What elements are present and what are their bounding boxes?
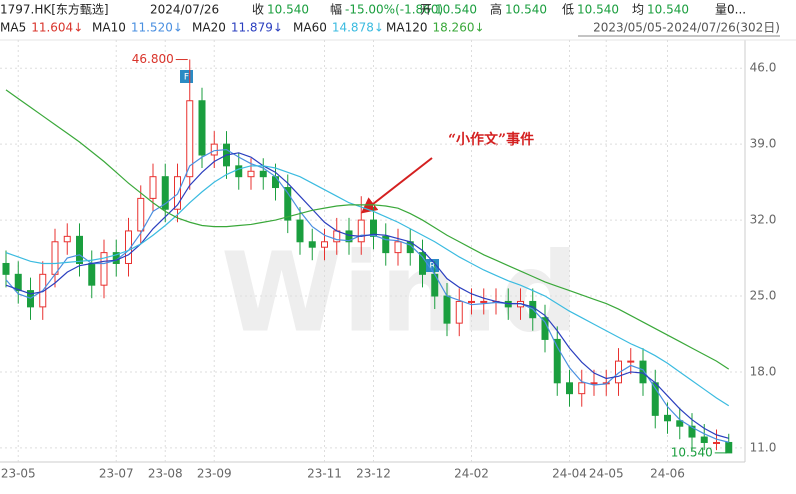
stock-date: 2024/07/26	[150, 3, 219, 17]
candle-body	[578, 382, 586, 395]
candle-body	[664, 414, 671, 422]
ma-value: 14.878↓	[332, 21, 384, 35]
candle-body	[345, 230, 353, 243]
candle-body	[272, 176, 279, 189]
x-tick-label: 23-08	[148, 467, 183, 481]
x-tick-label: 24-02	[454, 467, 489, 481]
candle-body	[198, 100, 206, 156]
quote-label: 开	[420, 3, 432, 17]
candle-body	[63, 235, 71, 243]
candle-body	[382, 235, 390, 254]
event-arrow	[360, 157, 433, 214]
ma-value: 11.604↓	[31, 21, 83, 35]
y-tick-label: 39.0	[750, 137, 777, 151]
quote-label: 高	[490, 2, 502, 17]
ma-line	[5, 89, 730, 370]
ma-name: MA10	[92, 21, 126, 35]
candle-body	[627, 360, 635, 363]
event-label: “小作文”事件	[448, 131, 534, 148]
candle-body	[100, 252, 108, 286]
x-tick-label: 24-05	[589, 467, 624, 481]
ma-name: MA20	[192, 21, 226, 35]
candle-body	[676, 420, 684, 427]
candle-body	[725, 441, 733, 454]
ma-line	[5, 152, 729, 439]
quote-value: 10.540	[435, 3, 477, 17]
candle-body	[247, 170, 255, 178]
x-tick-label: 23-09	[197, 467, 232, 481]
candle-body	[455, 300, 463, 324]
marker-box	[426, 259, 439, 272]
volume: 量0...	[715, 3, 746, 17]
candle-body	[210, 143, 218, 156]
candle-body	[468, 300, 475, 303]
candle-body	[2, 262, 10, 275]
ma-value: 18.260↓	[432, 21, 484, 35]
ma-name: MA120	[386, 21, 427, 35]
candle-body	[688, 425, 696, 438]
candle-body	[370, 219, 377, 237]
x-tick-label: 23-05	[1, 467, 36, 481]
x-tick-label: 24-04	[552, 467, 587, 481]
ma-name: MA5	[0, 21, 26, 35]
candle-body	[259, 170, 267, 178]
quote-label: 幅	[330, 2, 342, 17]
quote-label: 均	[632, 3, 644, 17]
candle-body	[308, 241, 316, 248]
candle-body	[713, 441, 720, 444]
candle-body	[394, 241, 402, 254]
x-tick-label: 24-06	[650, 467, 685, 481]
candle-body	[639, 360, 647, 384]
x-tick-label: 23-07	[99, 467, 134, 481]
y-tick-label: 18.0	[750, 364, 777, 378]
x-tick-label: 23-11	[307, 467, 342, 481]
y-tick-label: 25.0	[750, 289, 777, 303]
y-tick-label: 32.0	[750, 213, 777, 227]
y-tick-label: 46.0	[750, 61, 777, 75]
candle-body	[296, 219, 304, 243]
marker-label: R	[429, 262, 435, 272]
candle-body	[443, 295, 451, 324]
candle-body	[553, 338, 561, 384]
candle-body	[566, 382, 573, 395]
quote-value: 10.540	[577, 3, 619, 17]
ma-value: 11.879↓	[231, 21, 283, 35]
annotation-label: 10.540	[671, 445, 713, 459]
candle-body	[541, 317, 549, 340]
ma-value: 11.520↓	[131, 21, 183, 35]
candle-body	[88, 262, 96, 286]
quote-value: 10.540	[505, 3, 547, 17]
stock-code: 1797.HK[东方甄选]	[0, 2, 109, 17]
quote-value: 10.540	[267, 3, 309, 17]
candle-body	[615, 360, 622, 384]
candle-body	[186, 100, 194, 178]
quote-value: -15.00%(-1.860)	[345, 3, 443, 17]
candle-body	[700, 436, 708, 443]
candle-body	[480, 300, 488, 303]
marker-label: F	[184, 73, 189, 83]
candle-body	[51, 241, 59, 275]
candle-body	[14, 273, 22, 292]
quote-label: 低	[562, 3, 574, 17]
x-tick-label: 23-12	[356, 467, 391, 481]
quote-value: 10.540	[647, 3, 689, 17]
ma-name: MA60	[293, 21, 327, 35]
candle-body	[76, 235, 83, 264]
candle-body	[149, 176, 157, 199]
candle-body	[284, 187, 292, 221]
candle-body	[357, 219, 365, 243]
quote-label: 收	[252, 3, 264, 17]
candle-body	[137, 197, 145, 232]
candle-body	[235, 165, 243, 178]
candle-body	[590, 382, 598, 385]
annotation-label: 46.800	[132, 52, 174, 66]
candle-body	[419, 252, 426, 275]
candle-body	[321, 241, 328, 248]
y-tick-label: 11.0	[750, 440, 777, 454]
candle-body	[161, 176, 169, 210]
ma-line	[5, 165, 730, 407]
date-range: 2023/05/05-2024/07/26(302日)	[593, 21, 780, 35]
